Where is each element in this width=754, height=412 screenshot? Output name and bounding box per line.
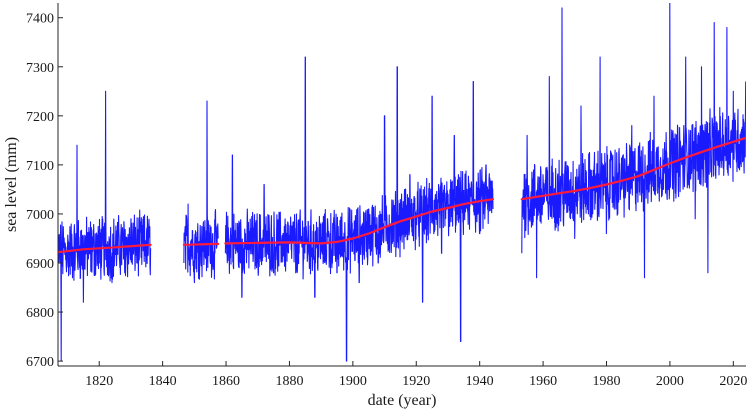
- x-tick-label-1860: 1860: [212, 374, 240, 389]
- x-tick-label-1820: 1820: [85, 374, 113, 389]
- y-axis-title: sea level (mm): [3, 137, 20, 232]
- x-tick-label-2000: 2000: [656, 374, 684, 389]
- sea-level-series-segment-1: [58, 90, 152, 362]
- y-tick-label-6900: 6900: [26, 257, 54, 272]
- ticks-group: 1820 1840 1860 1880 1900 1920 1940 1960 1980 2000…: [26, 12, 747, 389]
- trend-series-segment-4: [520, 136, 746, 201]
- y-tick-label-7300: 7300: [26, 61, 54, 76]
- x-axis-title: date (year): [368, 392, 437, 409]
- x-tick-label-1960: 1960: [529, 374, 557, 389]
- x-tick-label-2020: 2020: [719, 374, 747, 389]
- y-tick-label-6800: 6800: [26, 306, 54, 321]
- axes-group: [57, 3, 746, 367]
- x-tick-label-1940: 1940: [466, 374, 494, 389]
- y-tick-label-7400: 7400: [26, 12, 54, 27]
- series-group: [58, 3, 746, 362]
- sea-level-series-segment-4: [521, 3, 746, 279]
- sea-level-series-segment-2: [183, 100, 219, 284]
- x-tick-label-1840: 1840: [149, 374, 177, 389]
- y-tick-label-6700: 6700: [26, 355, 54, 370]
- x-tick-label-1900: 1900: [339, 374, 367, 389]
- x-tick-label-1880: 1880: [275, 374, 303, 389]
- y-tick-label-7100: 7100: [26, 159, 54, 174]
- sea-level-series-segment-3: [224, 56, 494, 362]
- trend-series-segment-2: [182, 242, 220, 246]
- x-tick-label-1920: 1920: [402, 374, 430, 389]
- trend-series-segment-3: [224, 198, 495, 245]
- y-tick-label-7000: 7000: [26, 208, 54, 223]
- x-tick-label-1980: 1980: [592, 374, 620, 389]
- trend-series-segment-1: [58, 243, 152, 254]
- y-tick-label-7200: 7200: [26, 110, 54, 125]
